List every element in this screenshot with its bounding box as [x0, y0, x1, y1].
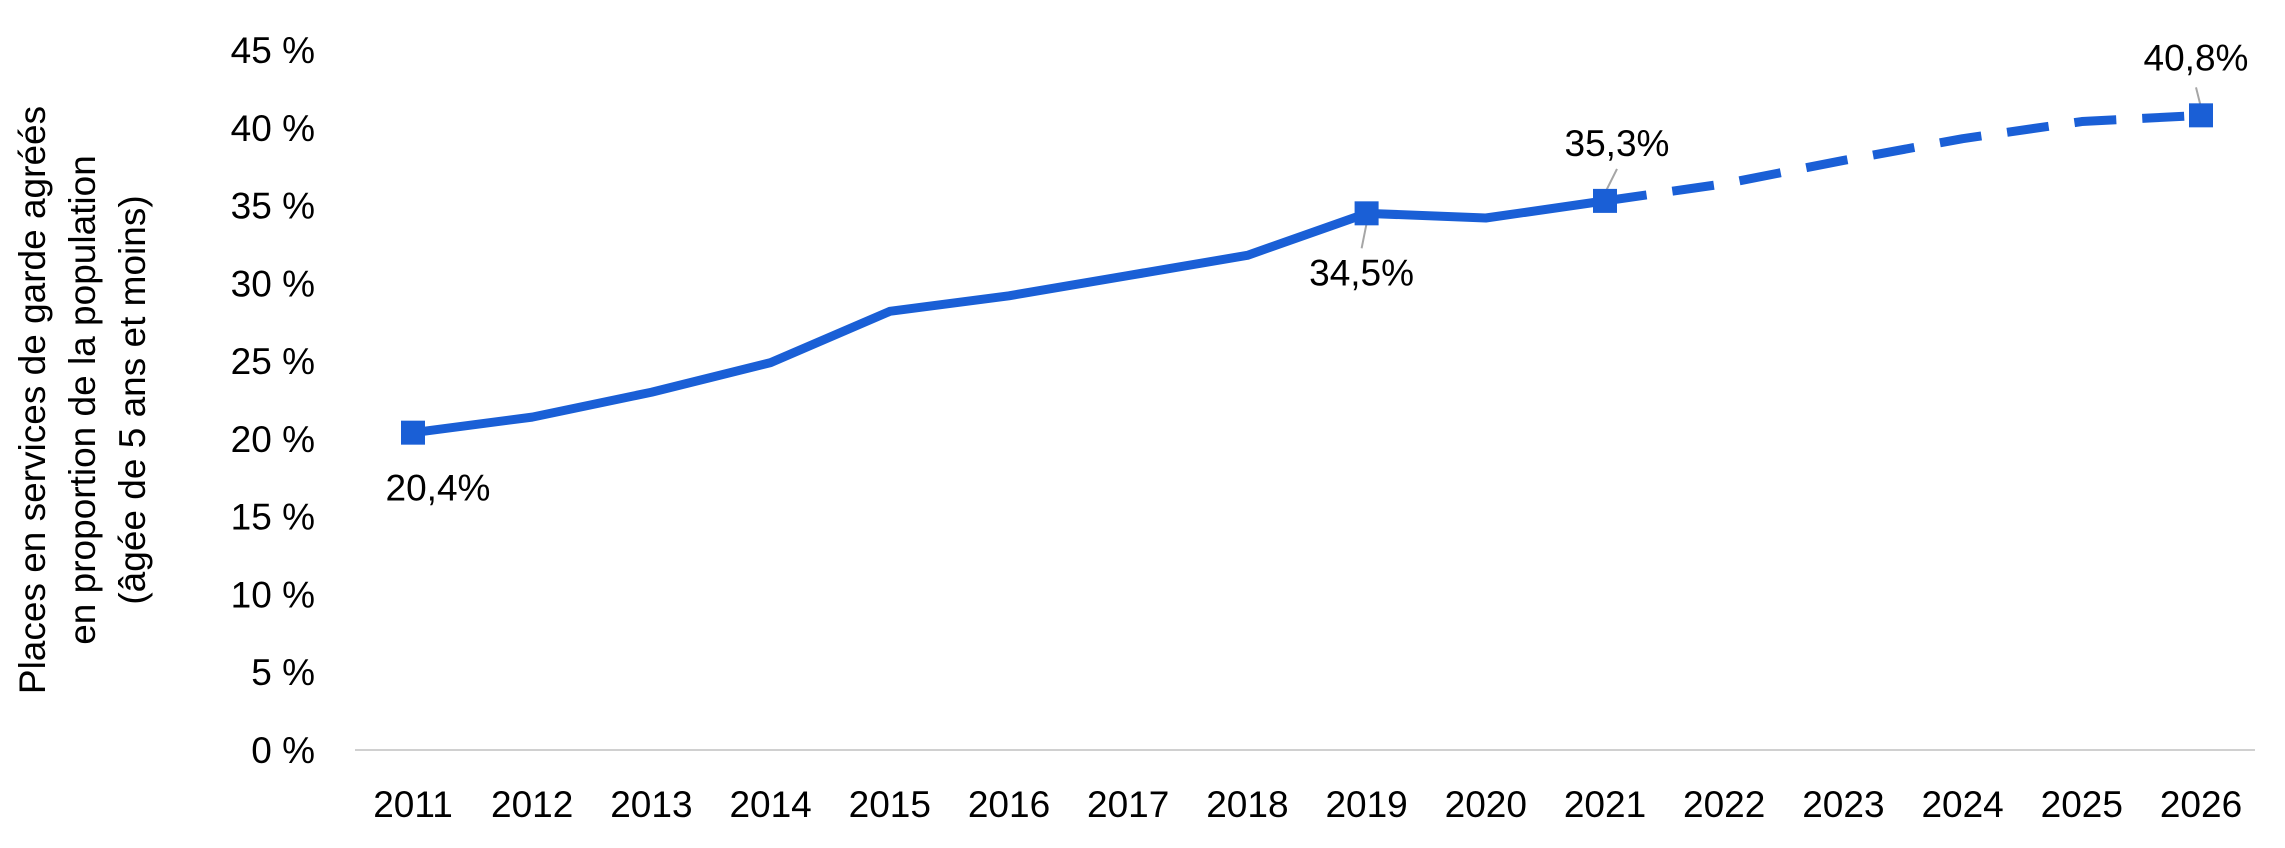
x-tick-label: 2012 [491, 784, 573, 825]
y-axis-label: Places en services de garde agréés en pro… [12, 106, 153, 694]
y-tick-label: 25 % [231, 341, 315, 382]
data-label: 40,8% [2144, 37, 2249, 78]
y-tick-label: 45 % [231, 30, 315, 71]
data-label: 35,3% [1565, 123, 1670, 164]
data-label: 34,5% [1309, 252, 1414, 293]
leader-line [1360, 223, 1368, 249]
y-tick-label: 40 % [231, 108, 315, 149]
y-tick-label: 30 % [231, 263, 315, 304]
data-marker [2189, 103, 2213, 128]
y-tick-label: 20 % [231, 419, 315, 460]
data-markers [401, 103, 2213, 445]
x-tick-label: 2017 [1087, 784, 1169, 825]
y-tick-label: 0 % [251, 730, 315, 771]
data-marker [1593, 188, 1617, 213]
x-tick-label: 2020 [1445, 784, 1527, 825]
projection-series-line [1604, 110, 2202, 206]
x-tick-label: 2024 [1921, 784, 2003, 825]
y-axis-label-line-1: Places en services de garde agréés [12, 106, 53, 694]
x-tick-label: 2025 [2041, 784, 2123, 825]
y-axis-label-line-3: (âgée de 5 ans et moins) [112, 195, 153, 604]
x-tick-label: 2015 [849, 784, 931, 825]
x-tick-label: 2026 [2160, 784, 2242, 825]
x-axis-ticks: 2011 2012 2013 2014 2015 2016 2017 2018 2019 2020… [373, 784, 2242, 825]
x-tick-label: 2019 [1325, 784, 1407, 825]
y-tick-label: 35 % [231, 186, 315, 227]
x-tick-label: 2023 [1802, 784, 1884, 825]
data-marker [401, 420, 425, 445]
x-tick-label: 2021 [1564, 784, 1646, 825]
x-tick-label: 2011 [373, 784, 453, 825]
series-lines [412, 110, 2202, 438]
x-tick-label: 2022 [1683, 784, 1765, 825]
data-marker [1354, 201, 1379, 226]
x-tick-label: 2014 [729, 784, 811, 825]
label-leader-lines [1360, 87, 2202, 249]
y-axis-ticks: 0 % 5 % 10 % 15 % 20 % 25 % 30 % 35 % 40 % 45 % [231, 30, 315, 771]
y-axis-label-line-2: en proportion de la population [62, 155, 103, 645]
data-labels: 20,4% 34,5% 35,3% 40,8% [386, 37, 2249, 508]
actual-series-line [412, 196, 1606, 438]
x-tick-label: 2018 [1206, 784, 1288, 825]
y-tick-label: 10 % [231, 574, 315, 615]
y-tick-label: 5 % [251, 652, 315, 693]
y-tick-label: 15 % [231, 497, 315, 538]
x-tick-label: 2013 [610, 784, 692, 825]
x-tick-label: 2016 [968, 784, 1050, 825]
data-label: 20,4% [386, 468, 491, 509]
